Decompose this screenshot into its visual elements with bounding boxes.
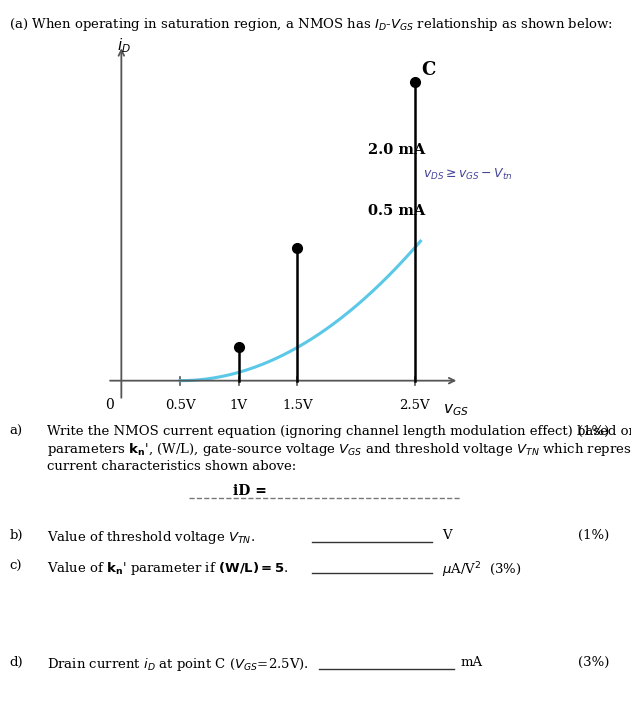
Text: 2.5V: 2.5V	[399, 399, 430, 412]
Text: 0.5 mA: 0.5 mA	[369, 203, 426, 218]
Text: $\mu$A/V$^2$  (3%): $\mu$A/V$^2$ (3%)	[442, 560, 521, 580]
Text: Value of $\mathbf{k_n}$' parameter if $\mathbf{(W/L) = 5}$.: Value of $\mathbf{k_n}$' parameter if $\…	[47, 560, 289, 577]
Text: $v_{GS}$: $v_{GS}$	[443, 402, 468, 418]
Text: $i_D$: $i_D$	[117, 37, 131, 55]
Text: c): c)	[9, 560, 22, 573]
Text: 2.0 mA: 2.0 mA	[369, 143, 426, 157]
Text: mA: mA	[461, 656, 483, 669]
Text: (1%): (1%)	[577, 529, 609, 542]
Text: Drain current $i_D$ at point C ($V_{GS}$=2.5V).: Drain current $i_D$ at point C ($V_{GS}$…	[47, 656, 309, 673]
Text: V: V	[442, 529, 451, 542]
Text: (3%): (3%)	[577, 656, 609, 669]
Text: Value of threshold voltage $V_{TN}$.: Value of threshold voltage $V_{TN}$.	[47, 529, 256, 546]
Text: C: C	[422, 60, 436, 79]
Text: 0.5V: 0.5V	[165, 399, 196, 412]
Text: d): d)	[9, 656, 23, 669]
Text: 1V: 1V	[230, 399, 247, 412]
Text: 1.5V: 1.5V	[282, 399, 312, 412]
Text: a): a)	[9, 425, 23, 438]
Text: b): b)	[9, 529, 23, 542]
Text: iD =: iD =	[233, 484, 268, 498]
Text: (1%): (1%)	[577, 425, 609, 438]
Text: (a) When operating in saturation region, a NMOS has $I_D$-$V_{GS}$ relationship : (a) When operating in saturation region,…	[9, 16, 613, 33]
Text: 0: 0	[105, 398, 114, 412]
Text: Write the NMOS current equation (ignoring channel length modulation effect) base: Write the NMOS current equation (ignorin…	[47, 425, 631, 473]
Text: $v_{DS} \geq v_{GS}-V_{tn}$: $v_{DS} \geq v_{GS}-V_{tn}$	[423, 167, 512, 182]
